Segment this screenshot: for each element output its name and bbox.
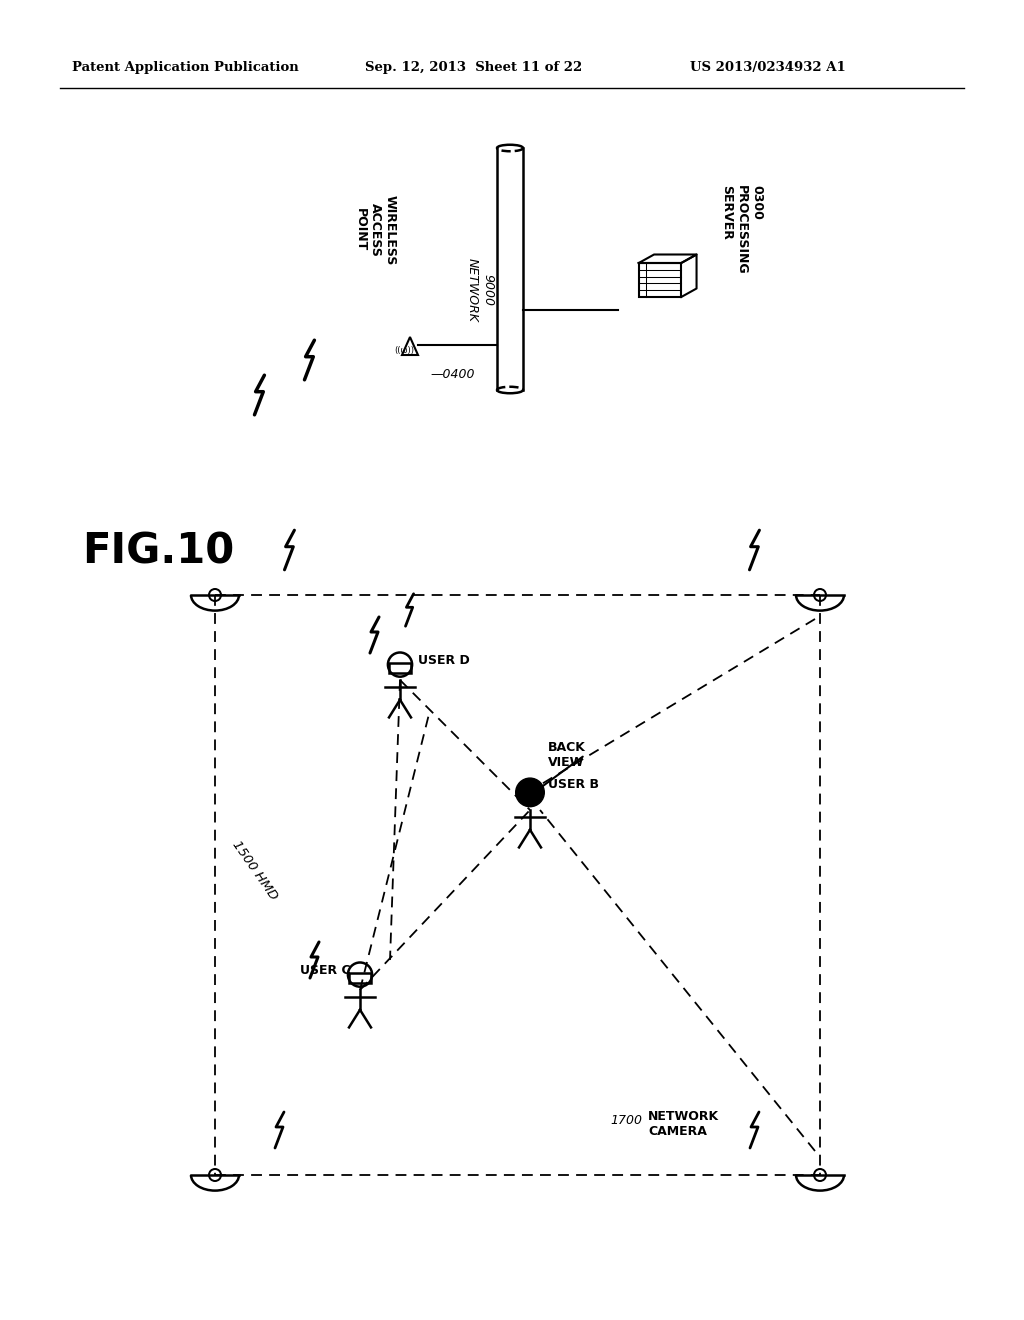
- Text: FIG.10: FIG.10: [82, 531, 234, 572]
- Text: 0300
PROCESSING
SERVER: 0300 PROCESSING SERVER: [720, 185, 763, 275]
- Text: Sep. 12, 2013  Sheet 11 of 22: Sep. 12, 2013 Sheet 11 of 22: [365, 62, 583, 74]
- Bar: [639, 263, 681, 297]
- Bar: [349, 973, 371, 983]
- Text: WIRELESS
ACCESS
POINT: WIRELESS ACCESS POINT: [353, 195, 396, 265]
- Bar: [389, 663, 411, 673]
- Text: US 2013/0234932 A1: US 2013/0234932 A1: [690, 62, 846, 74]
- Text: 1700: 1700: [610, 1114, 642, 1126]
- Text: USER D: USER D: [418, 653, 470, 667]
- Circle shape: [516, 777, 545, 807]
- Text: USER B: USER B: [548, 779, 599, 792]
- Text: BACK
VIEW: BACK VIEW: [548, 741, 586, 770]
- Text: Patent Application Publication: Patent Application Publication: [72, 62, 299, 74]
- Text: USER C: USER C: [300, 964, 350, 977]
- Text: 9000
NETWORK: 9000 NETWORK: [466, 257, 494, 322]
- Text: —0400: —0400: [430, 368, 474, 381]
- Text: 1500 HMD: 1500 HMD: [229, 838, 281, 902]
- Text: ((ω)): ((ω)): [394, 346, 414, 355]
- Text: NETWORK
CAMERA: NETWORK CAMERA: [648, 1110, 719, 1138]
